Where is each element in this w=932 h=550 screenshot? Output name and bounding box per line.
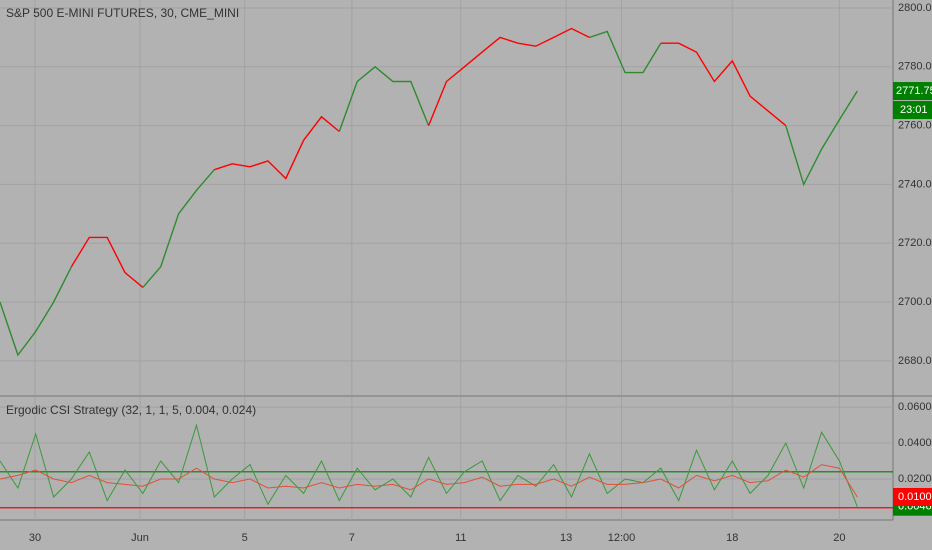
y-tick-label: 2680.00 — [898, 355, 932, 367]
price-line — [427, 27, 590, 126]
price-line — [214, 115, 340, 180]
y-tick-label: 2720.00 — [898, 237, 932, 249]
last-price-box — [893, 82, 932, 101]
price-line — [660, 42, 787, 127]
x-tick-label: 30 — [29, 532, 41, 544]
y-tick-label: 0.0400 — [898, 437, 932, 449]
price-line — [70, 236, 144, 288]
x-tick-label: 20 — [833, 532, 845, 544]
indicator-line — [0, 423, 858, 507]
x-tick-label: Jun — [131, 532, 149, 544]
countdown-box — [893, 101, 932, 120]
pane-title: S&P 500 E-MINI FUTURES, 30, CME_MINI — [6, 6, 239, 20]
countdown: 23:01 — [900, 104, 928, 116]
y-tick-label: 0.0600 — [898, 401, 932, 413]
y-tick-label: 2800.00 — [898, 2, 932, 14]
last-value-box — [893, 487, 932, 506]
y-tick-label: 2700.00 — [898, 296, 932, 308]
price-line — [785, 90, 858, 187]
last-value: 0.0100 — [898, 491, 932, 503]
price-line — [0, 266, 73, 357]
indicator-line — [0, 464, 858, 498]
price-line — [338, 65, 430, 132]
x-tick-label: 5 — [242, 532, 248, 544]
x-tick-label: 11 — [455, 532, 466, 544]
x-tick-label: 12:00 — [608, 532, 636, 544]
x-tick-label: 18 — [726, 532, 738, 544]
x-tick-label: 7 — [349, 532, 355, 544]
pane-title: Ergodic CSI Strategy (32, 1, 1, 5, 0.004… — [6, 403, 256, 417]
price-line — [589, 30, 662, 74]
price-line — [142, 169, 215, 288]
x-tick-label: 13 — [560, 532, 572, 544]
y-tick-label: 0.0200 — [898, 473, 932, 485]
last-price: 2771.75 — [896, 85, 932, 97]
y-tick-label: 2760.00 — [898, 119, 932, 131]
y-tick-label: 2740.00 — [898, 178, 932, 190]
y-tick-label: 2780.00 — [898, 61, 932, 73]
